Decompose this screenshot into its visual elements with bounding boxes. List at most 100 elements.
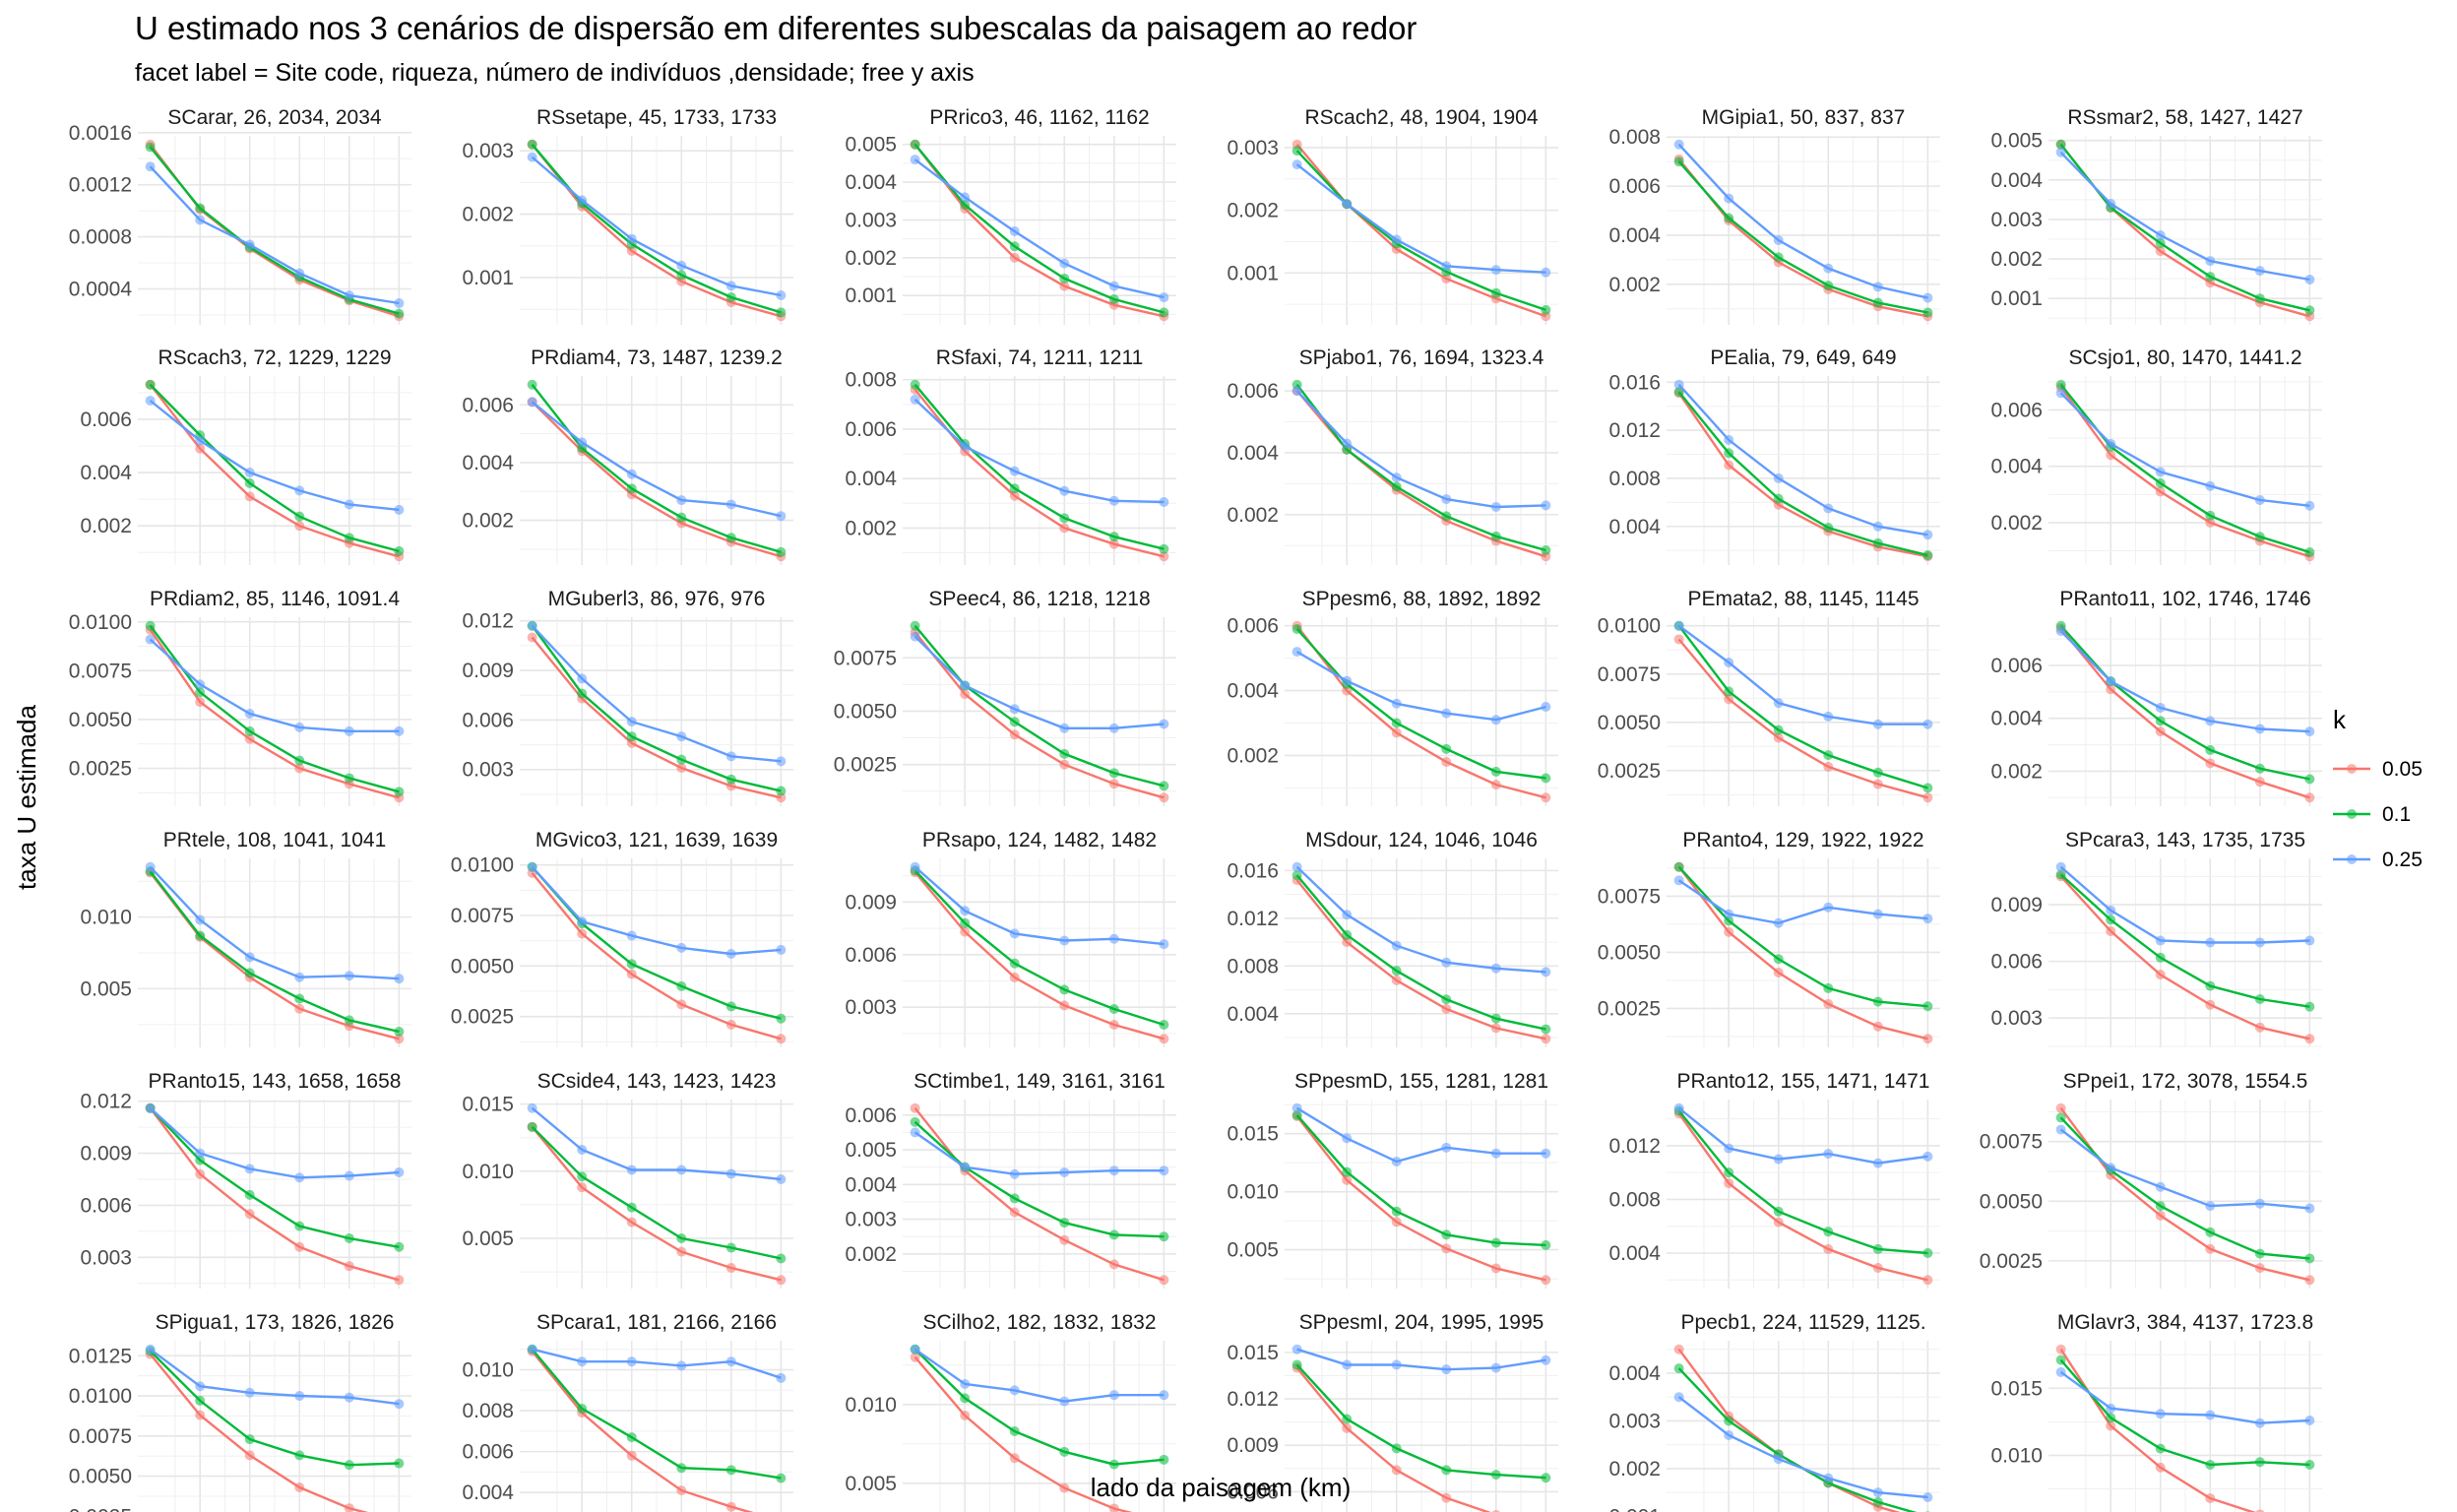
- data-point: [344, 290, 354, 301]
- data-point: [626, 731, 637, 742]
- series-line: [531, 872, 782, 1040]
- series-line: [2059, 1128, 2310, 1210]
- data-point: [776, 1174, 787, 1184]
- data-point: [244, 468, 255, 478]
- data-point: [344, 1170, 354, 1181]
- data-point: [1773, 917, 1784, 928]
- data-point: [1059, 935, 1070, 946]
- series-line: [149, 400, 400, 512]
- data-point: [145, 1102, 156, 1113]
- data-point: [244, 708, 255, 719]
- data-point: [2155, 1462, 2166, 1473]
- facet-panel: PEmata2, 88, 1145, 1145 0.0025 0.0050 0.007…: [1598, 588, 1940, 806]
- data-point: [1108, 495, 1119, 506]
- y-tick-label: 0.005: [462, 1228, 514, 1250]
- data-point: [1490, 1148, 1501, 1159]
- data-point: [626, 483, 637, 494]
- facet-panel: SPpesm6, 88, 1892, 1892 0.002 0.004 0.006: [1227, 588, 1558, 806]
- data-point: [1108, 1503, 1119, 1512]
- chart-title: U estimado nos 3 cenários de dispersão e…: [135, 10, 1417, 46]
- y-tick-label: 0.001: [462, 267, 514, 289]
- y-tick-label: 0.0025: [1598, 760, 1661, 783]
- data-point: [527, 139, 537, 150]
- data-point: [776, 786, 787, 796]
- y-tick-label: 0.002: [845, 247, 897, 270]
- data-point: [394, 974, 405, 984]
- data-point: [2304, 546, 2315, 557]
- data-point: [195, 1381, 206, 1392]
- y-tick-label: 0.008: [1608, 468, 1661, 490]
- y-tick-label: 0.003: [845, 1209, 897, 1231]
- data-point: [244, 1209, 255, 1220]
- y-tick-label: 0.0075: [1598, 663, 1661, 686]
- y-tick-label: 0.004: [1990, 456, 2043, 478]
- data-point: [960, 906, 971, 916]
- data-point: [2155, 230, 2166, 241]
- y-tick-label: 0.0025: [1980, 1250, 2043, 1273]
- data-point: [394, 1034, 405, 1044]
- data-point: [394, 725, 405, 736]
- facet-label: PRdiam2, 85, 1146, 1091.4: [150, 588, 400, 610]
- data-point: [1541, 1473, 1551, 1483]
- data-point: [2254, 1457, 2265, 1468]
- data-point: [676, 260, 687, 271]
- data-point: [195, 1168, 206, 1179]
- data-point: [2254, 777, 2265, 788]
- y-tick-label: 0.0016: [69, 122, 132, 145]
- data-point: [1724, 926, 1734, 937]
- data-point: [776, 944, 787, 955]
- data-point: [1059, 984, 1070, 995]
- facet-label: SPeec4, 86, 1218, 1218: [928, 588, 1150, 610]
- series-line: [914, 1348, 1165, 1403]
- data-point: [626, 1356, 637, 1367]
- data-point: [1773, 234, 1784, 245]
- series-line: [2059, 627, 2310, 799]
- y-tick-label: 0.008: [1608, 1188, 1661, 1211]
- series-line: [1295, 1363, 1546, 1480]
- series-line: [531, 156, 782, 297]
- data-point: [294, 722, 305, 732]
- series-line: [1677, 1109, 1928, 1255]
- y-tick-label: 0.0050: [1598, 712, 1661, 734]
- y-tick-label: 0.002: [1227, 744, 1279, 767]
- data-point: [1059, 1218, 1070, 1228]
- facet-panel: SCtimbe1, 149, 3161, 3161 0.002 0.003 0.004…: [845, 1070, 1176, 1289]
- facet-panel: RSfaxi, 74, 1211, 1211 0.002 0.004 0.006 0.0…: [845, 346, 1176, 565]
- data-point: [294, 972, 305, 982]
- data-point: [1342, 1133, 1353, 1144]
- data-point: [1391, 1217, 1402, 1228]
- data-point: [145, 620, 156, 631]
- data-point: [1773, 252, 1784, 263]
- data-point: [1342, 1414, 1353, 1424]
- data-point: [2155, 467, 2166, 477]
- data-point: [1441, 757, 1452, 768]
- data-point: [2155, 1181, 2166, 1192]
- facet-label: SCilho2, 182, 1832, 1832: [922, 1311, 1156, 1334]
- data-point: [1490, 1362, 1501, 1373]
- y-tick-label: 0.006: [845, 1104, 897, 1127]
- data-point: [2106, 676, 2116, 687]
- data-point: [1108, 933, 1119, 944]
- data-point: [1009, 466, 1020, 476]
- data-point: [1391, 472, 1402, 483]
- data-point: [2254, 495, 2265, 506]
- data-point: [1108, 1020, 1119, 1031]
- data-point: [1159, 939, 1169, 950]
- y-tick-label: 0.006: [462, 1441, 514, 1464]
- series-line: [531, 1348, 782, 1480]
- data-point: [394, 1241, 405, 1252]
- data-point: [2205, 1243, 2216, 1254]
- data-point: [626, 1450, 637, 1461]
- facet-panel: MGuberl3, 86, 976, 976 0.003 0.006 0.009 0.0…: [462, 588, 793, 806]
- data-point: [725, 1001, 736, 1012]
- facet-panel: PRanto12, 155, 1471, 1471 0.004 0.008 0.012: [1608, 1070, 1940, 1289]
- y-tick-label: 0.004: [1990, 708, 2043, 730]
- series-line: [531, 401, 782, 518]
- data-point: [1673, 387, 1684, 398]
- facet-label: SPigua1, 173, 1826, 1826: [156, 1311, 395, 1334]
- data-point: [960, 441, 971, 452]
- data-point: [1673, 634, 1684, 645]
- y-tick-label: 0.0075: [834, 647, 897, 669]
- data-point: [1009, 717, 1020, 727]
- series-line: [2059, 1106, 2310, 1282]
